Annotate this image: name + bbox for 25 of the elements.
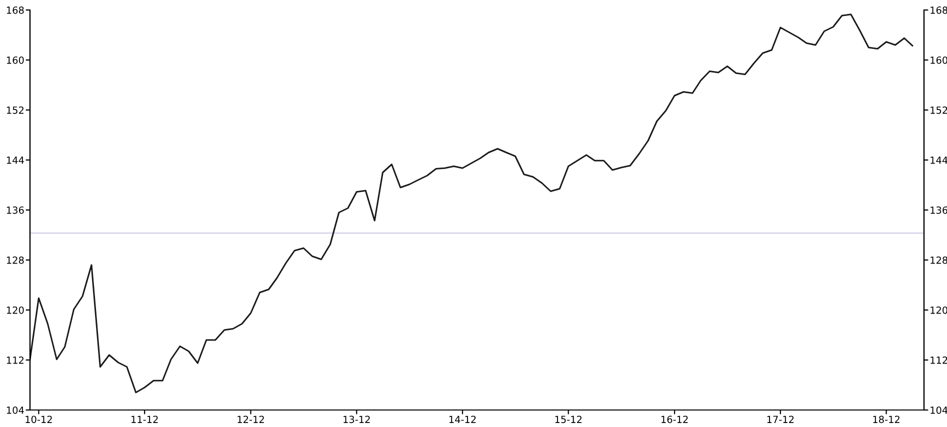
x-tick-label: 18-12: [873, 416, 900, 424]
x-tick-label: 13-12: [344, 416, 370, 424]
x-tick-label: 14-12: [449, 416, 476, 423]
y-tick-label: 112: [6, 356, 24, 364]
y2-tick-label: 120: [930, 306, 947, 314]
line-series: [30, 14, 914, 394]
y-tick-label: 120: [6, 306, 24, 314]
x-tick-label: 15-12: [555, 416, 582, 424]
x-tick-label: 12-12: [238, 416, 264, 423]
y2-tick-label: 152: [930, 106, 947, 114]
x-tick-label: 11-12: [132, 416, 158, 423]
y-tick-label: 104: [6, 406, 24, 414]
y-tick-label: 144: [6, 156, 24, 164]
y2-tick-label: 112: [930, 356, 947, 364]
y-tick-label: 128: [6, 256, 24, 264]
y2-tick-label: 128: [930, 256, 947, 264]
y-tick-label: 152: [6, 106, 24, 114]
x-tick-label: 16-12: [661, 416, 688, 424]
y-tick-label: 136: [6, 206, 24, 214]
y2-tick-label: 160: [930, 56, 947, 64]
x-tick-label: 10-12: [26, 416, 52, 424]
y-tick-label: 168: [6, 6, 24, 14]
y-tick-label: 160: [6, 56, 24, 64]
x-tick-label: 17-12: [767, 416, 794, 423]
y2-tick-label: 168: [930, 6, 947, 14]
